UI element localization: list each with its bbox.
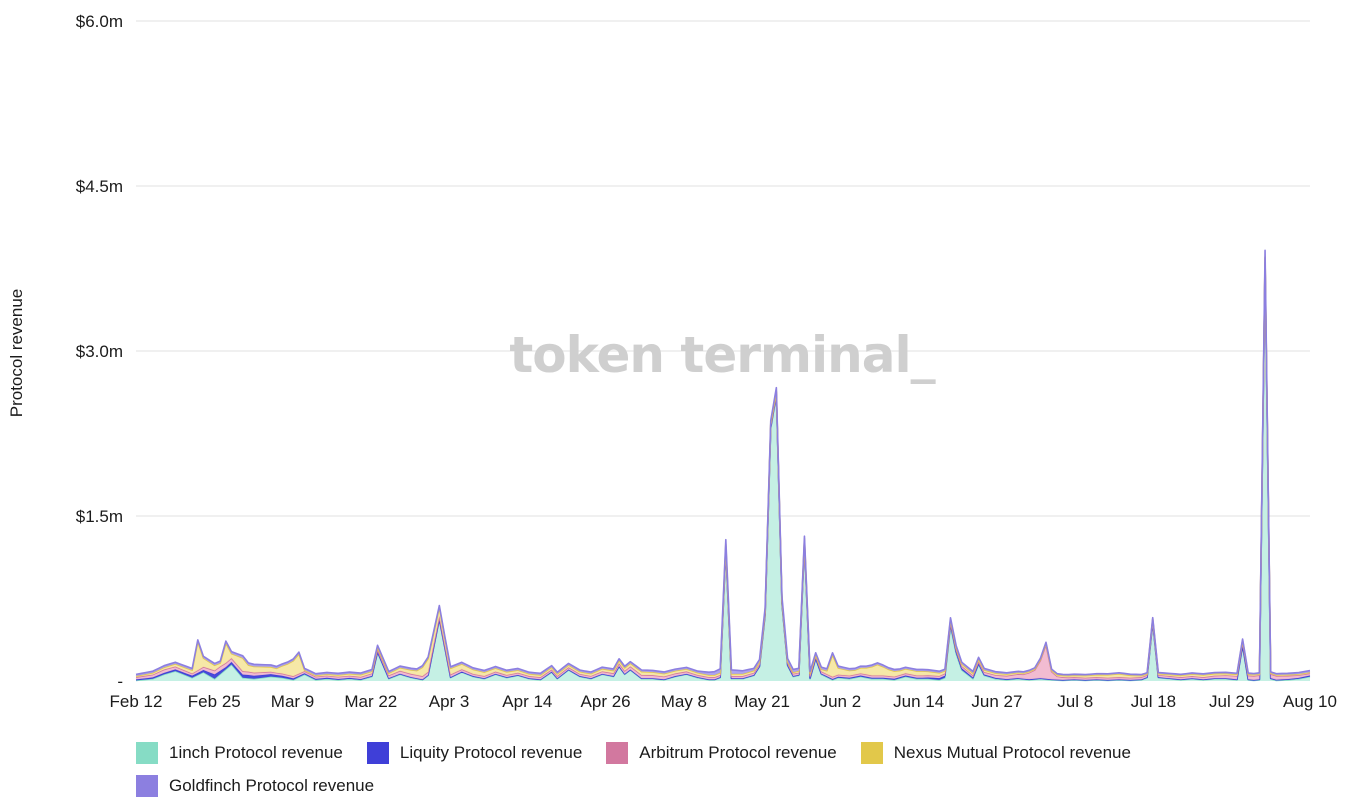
x-axis-ticks: Feb 12 Feb 25 Mar 9 Mar 22 Apr 3 Apr 14 Apr 26…: [110, 692, 1337, 711]
y-tick-label: $1.5m: [76, 507, 123, 526]
legend-label: Goldfinch Protocol revenue: [169, 776, 375, 795]
chart-legend: 1inch Protocol revenue Liquity Protocol r…: [136, 742, 1256, 797]
legend-label: Liquity Protocol revenue: [399, 743, 583, 762]
x-tick-label: Mar 9: [271, 692, 314, 711]
x-tick-label: Jun 14: [893, 692, 944, 711]
legend-item[interactable]: Goldfinch Protocol revenue: [136, 775, 374, 797]
x-tick-label: Jun 2: [820, 692, 862, 711]
x-tick-label: Feb 25: [188, 692, 241, 711]
protocol-revenue-chart: token terminal_ - $1.5m $3.0m $4.5m $6.0m Fe…: [7, 12, 1337, 711]
legend-label: Arbitrum Protocol revenue: [639, 743, 837, 762]
legend-swatch: [136, 775, 158, 797]
legend-item[interactable]: 1inch Protocol revenue: [136, 742, 343, 764]
x-tick-label: May 21: [734, 692, 790, 711]
x-tick-label: Jul 8: [1057, 692, 1093, 711]
series-areas: [135, 249, 1311, 682]
grid-lines: [136, 20, 1310, 517]
legend-item[interactable]: Arbitrum Protocol revenue: [606, 742, 837, 764]
watermark: token terminal_: [509, 326, 935, 384]
y-tick-label: $6.0m: [76, 12, 123, 31]
y-tick-label: -: [117, 672, 123, 691]
x-tick-label: Jul 29: [1209, 692, 1254, 711]
x-tick-label: Aug 10: [1283, 692, 1337, 711]
x-tick-label: Apr 3: [429, 692, 470, 711]
legend-label: 1inch Protocol revenue: [169, 743, 343, 762]
y-tick-label: $4.5m: [76, 177, 123, 196]
legend-label: Nexus Mutual Protocol revenue: [893, 743, 1131, 762]
x-tick-label: Feb 12: [110, 692, 163, 711]
x-tick-label: Apr 14: [502, 692, 552, 711]
y-axis-ticks: - $1.5m $3.0m $4.5m $6.0m: [76, 12, 123, 691]
legend-swatch: [606, 742, 629, 764]
x-tick-label: Apr 26: [581, 692, 631, 711]
legend-swatch: [860, 742, 883, 764]
legend-swatch: [366, 742, 389, 764]
legend-item[interactable]: Nexus Mutual Protocol revenue: [860, 742, 1131, 764]
x-tick-label: Jun 27: [971, 692, 1022, 711]
legend-item[interactable]: Liquity Protocol revenue: [366, 742, 583, 764]
y-axis-label: Protocol revenue: [7, 289, 26, 418]
legend-swatch: [136, 742, 158, 764]
x-tick-label: May 8: [661, 692, 707, 711]
x-tick-label: Jul 18: [1131, 692, 1176, 711]
x-tick-label: Mar 22: [344, 692, 397, 711]
y-tick-label: $3.0m: [76, 342, 123, 361]
series-line-4: [135, 249, 1311, 676]
